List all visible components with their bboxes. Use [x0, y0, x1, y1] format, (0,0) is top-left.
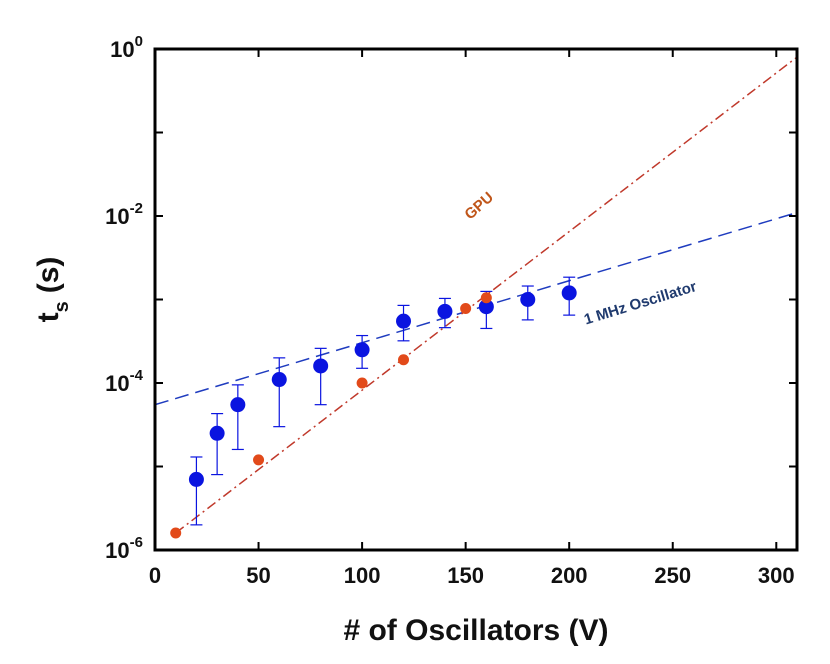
y-tick-exponent: -6: [130, 534, 143, 551]
y-tick-label: 100: [110, 33, 143, 62]
y-tick-base: 10: [105, 204, 129, 229]
oscillator-point: [230, 397, 246, 413]
y-axis-title-sub: s: [51, 301, 73, 312]
gpu-point: [398, 354, 410, 366]
y-tick-base: 10: [105, 538, 129, 563]
annotation-label: GPU: [461, 189, 497, 223]
oscillator-point: [478, 299, 494, 315]
x-tick-label: 200: [551, 563, 588, 588]
annotation-label: 1 MHz Oscillator: [582, 278, 699, 328]
y-tick-exponent: -4: [130, 367, 144, 384]
oscillator-point: [396, 313, 412, 329]
error-bars-layer: [190, 276, 576, 526]
oscillator-point: [209, 425, 225, 441]
x-tick-label: 0: [149, 563, 161, 588]
annotations-layer: GPU 1 MHz Oscillator: [461, 189, 698, 329]
y-axis-title-main: t: [32, 312, 65, 322]
x-axis-title: # of Oscillators (V): [343, 614, 608, 647]
y-tick-label: 10-2: [105, 200, 143, 229]
oscillator-point: [271, 372, 287, 388]
y-axis-title-unit: (s): [32, 257, 65, 294]
fit-lines-layer: [155, 56, 797, 534]
y-tick-base: 10: [105, 371, 129, 396]
gpu-point: [480, 292, 492, 304]
x-tick-label: 150: [447, 563, 484, 588]
y-tick-label: 10-6: [105, 534, 143, 563]
y-axis-title: ts (s): [32, 257, 73, 323]
oscillator-point: [313, 358, 329, 374]
oscillator-point: [561, 285, 577, 301]
y-tick-exponent: -2: [130, 200, 143, 217]
gpu-point: [170, 527, 182, 539]
x-tick-label: 250: [654, 563, 691, 588]
gpu-point: [356, 377, 368, 389]
oscillator-point: [437, 303, 453, 319]
y-tick-label: 10-4: [105, 367, 143, 396]
points-layer: [170, 285, 577, 539]
x-tick-label: 300: [758, 563, 795, 588]
oscillator-point: [354, 342, 370, 358]
oscillator-point: [520, 292, 536, 307]
oscillator-point: [188, 471, 204, 487]
gpu-point: [460, 303, 472, 315]
y-tick-base: 10: [110, 37, 134, 62]
fit-line-dashed: [155, 211, 797, 406]
x-tick-label: 100: [344, 563, 381, 588]
gpu-point: [253, 454, 265, 466]
y-tick-exponent: 0: [135, 33, 143, 50]
x-tick-label: 50: [246, 563, 270, 588]
